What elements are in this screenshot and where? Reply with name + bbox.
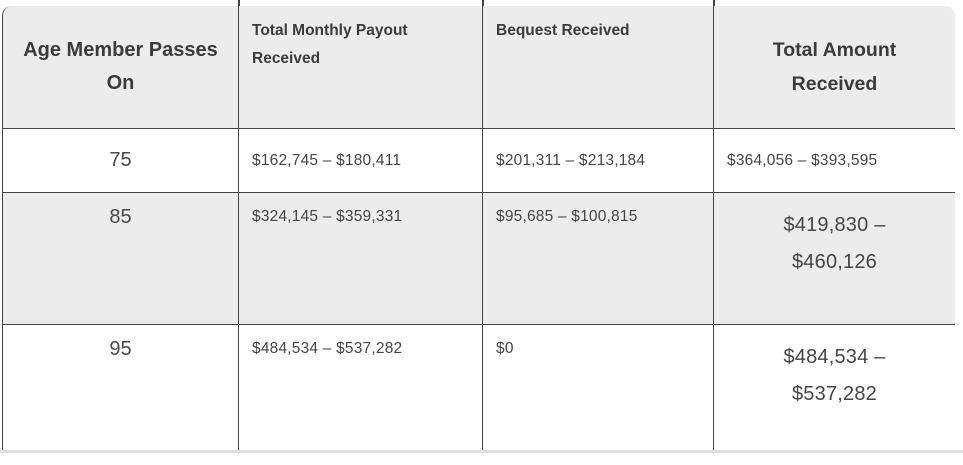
column-border-extension xyxy=(482,0,484,7)
age-cell: 75 xyxy=(2,128,238,192)
table-row-age-75: 75 $162,745 – $180,411 $201,311 – $213,1… xyxy=(2,128,955,192)
column-border-extension xyxy=(713,0,715,7)
header-row: Age Member Passes On Total Monthly Payou… xyxy=(2,6,955,128)
age-cell: 85 xyxy=(2,192,238,324)
header-bequest-received: Bequest Received xyxy=(482,6,713,128)
header-label: Total Amount Received xyxy=(772,38,897,95)
monthly-payout-cell: $162,745 – $180,411 xyxy=(238,128,482,192)
header-age-member-passes-on: Age Member Passes On xyxy=(2,6,238,128)
header-label: Age Member Passes On xyxy=(23,39,218,94)
table-row-age-95: 95 $484,534 – $537,282 $0 $484,534 – $53… xyxy=(2,324,955,450)
monthly-payout-cell: $324,145 – $359,331 xyxy=(238,192,482,324)
bequest-cell: $0 xyxy=(482,324,713,450)
header-label: Total Monthly Payout Received xyxy=(252,22,408,67)
monthly-payout-cell: $484,534 – $537,282 xyxy=(238,324,482,450)
age-cell: 95 xyxy=(2,324,238,450)
total-amount-value: $484,534 – $537,282 xyxy=(783,346,886,405)
table-row-age-85: 85 $324,145 – $359,331 $95,685 – $100,81… xyxy=(2,192,955,324)
total-amount-cell: $419,830 – $460,126 xyxy=(713,192,955,324)
total-amount-value: $419,830 – $460,126 xyxy=(783,214,886,273)
header-label: Bequest Received xyxy=(496,22,630,39)
payout-table: Age Member Passes On Total Monthly Payou… xyxy=(2,6,955,450)
header-total-monthly-payout: Total Monthly Payout Received xyxy=(238,6,482,128)
section-divider xyxy=(0,450,963,453)
column-border-extension xyxy=(238,0,240,7)
bequest-cell: $95,685 – $100,815 xyxy=(482,192,713,324)
total-amount-cell: $364,056 – $393,595 xyxy=(713,128,955,192)
total-amount-cell: $484,534 – $537,282 xyxy=(713,324,955,450)
bequest-cell: $201,311 – $213,184 xyxy=(482,128,713,192)
header-total-amount-received: Total Amount Received xyxy=(713,6,955,128)
